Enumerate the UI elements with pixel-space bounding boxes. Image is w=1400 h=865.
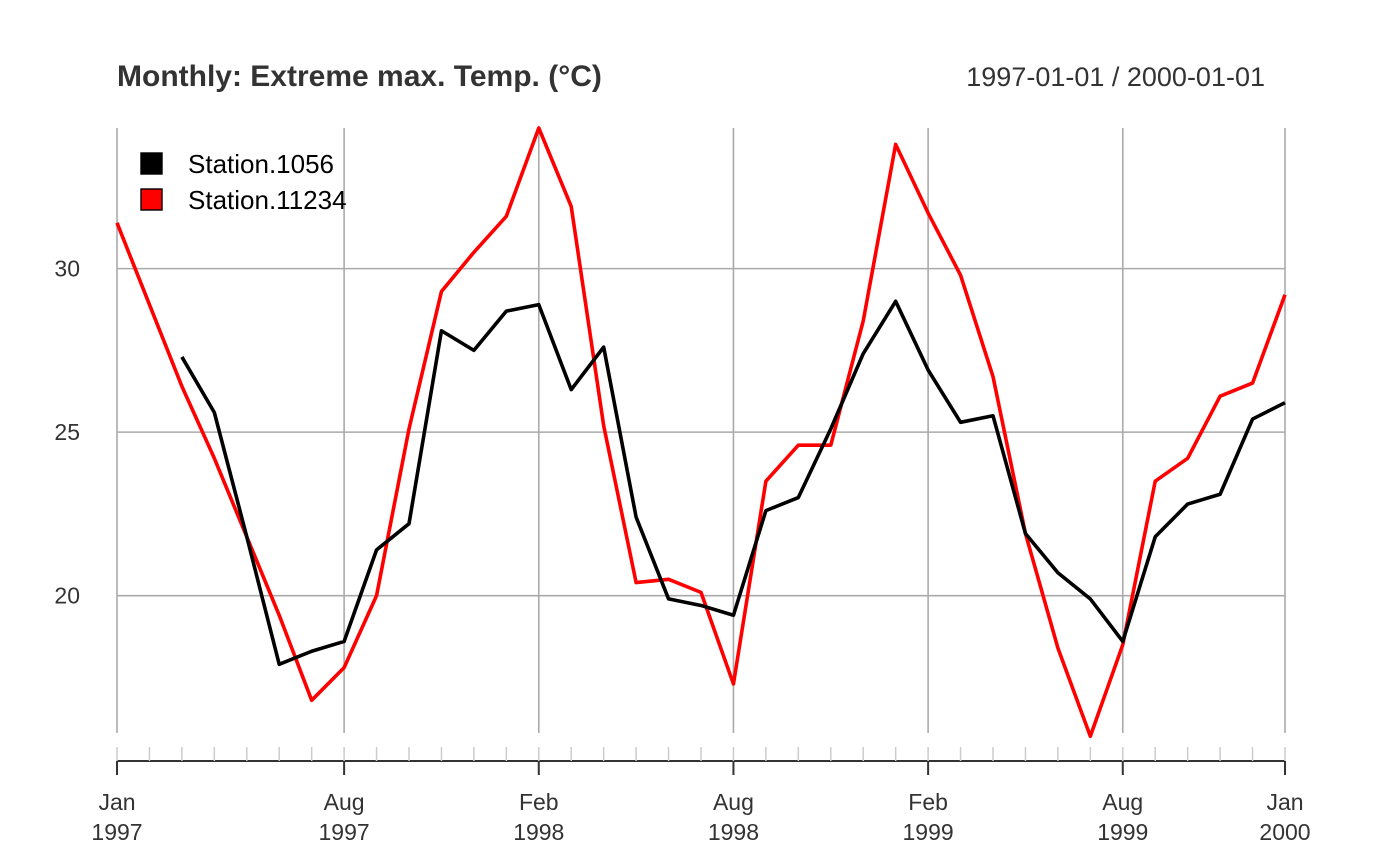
legend-swatch — [140, 188, 163, 211]
x-tick-year: 2000 — [1259, 819, 1310, 845]
date-range-label: 1997-01-01 / 2000-01-01 — [966, 62, 1265, 92]
x-tick-month: Feb — [908, 789, 948, 815]
x-tick-month: Jan — [1266, 789, 1303, 815]
x-tick-month: Feb — [519, 789, 559, 815]
series-lines — [115, 126, 1287, 739]
x-tick-year: 1997 — [319, 819, 370, 845]
x-axis: Jan 1997 Aug 1997 Feb 1998 Aug 1998 Feb 1999 Aug 19… — [91, 747, 1311, 845]
legend-label: Station.11234 — [188, 185, 347, 215]
x-tick-month: Aug — [713, 789, 754, 815]
series-line-station-1056 — [180, 299, 1286, 667]
y-tick-label: 30 — [54, 256, 80, 282]
legend: Station.1056 Station.11234 — [140, 149, 347, 215]
series-line-station-11234 — [115, 126, 1287, 739]
grid-lines — [116, 128, 1286, 733]
x-tick-month: Aug — [324, 789, 365, 815]
x-tick-year: 1998 — [708, 819, 759, 845]
chart-title: Monthly: Extreme max. Temp. (°C) — [117, 60, 602, 93]
y-tick-label: 25 — [54, 419, 80, 445]
x-tick-year: 1999 — [1097, 819, 1148, 845]
x-tick-year: 1997 — [91, 819, 142, 845]
x-tick-month: Jan — [98, 789, 135, 815]
y-axis: 20 25 30 — [54, 256, 80, 609]
x-tick-year: 1999 — [903, 819, 954, 845]
y-tick-label: 20 — [54, 583, 80, 609]
x-tick-month: Aug — [1102, 789, 1143, 815]
legend-swatch — [140, 152, 163, 175]
x-tick-year: 1998 — [513, 819, 564, 845]
legend-label: Station.1056 — [188, 149, 334, 179]
